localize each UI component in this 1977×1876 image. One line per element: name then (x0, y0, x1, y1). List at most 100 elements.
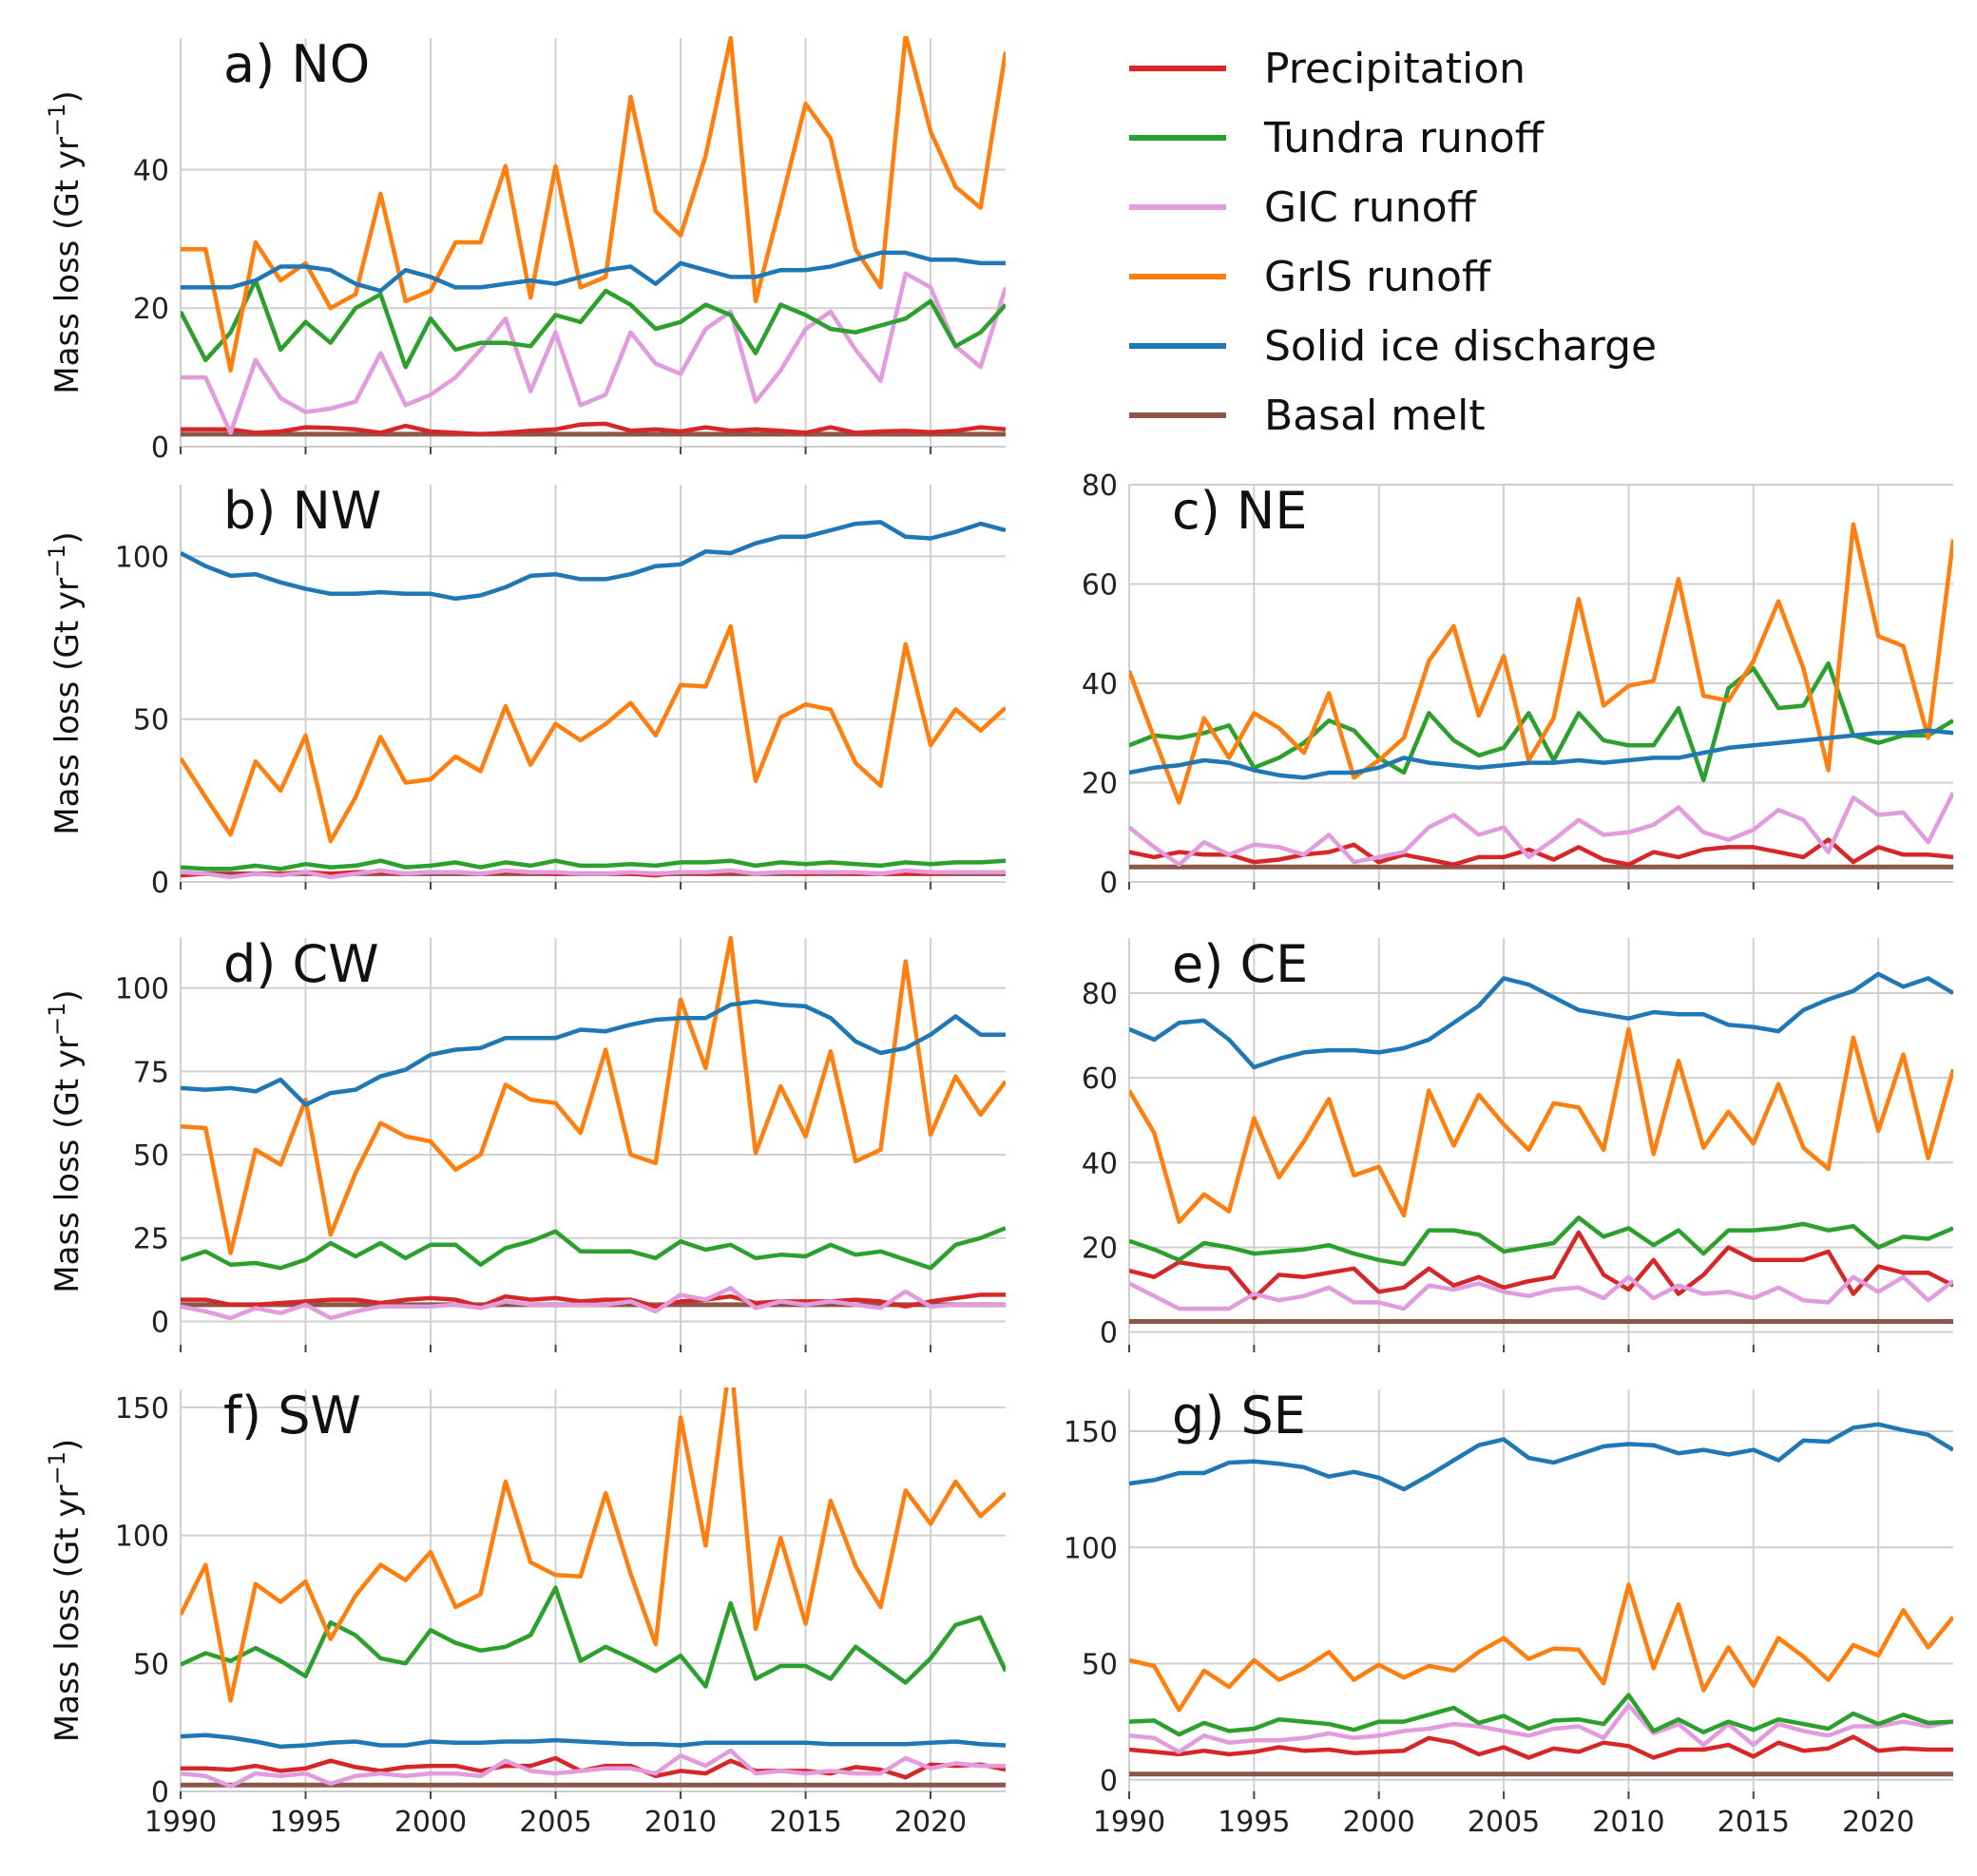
series-lines (181, 936, 1006, 1321)
panel-se: 0 50 100 150 1990 1995 2000 2005 2010 2015 2020 g) … (1064, 1386, 1953, 1839)
y-tick-label: 50 (133, 1139, 169, 1173)
series-gris (181, 36, 1006, 373)
legend-item-basal: Basal melt (1129, 392, 1486, 440)
series-precip (181, 421, 1006, 437)
legend-label: Basal melt (1264, 392, 1486, 440)
x-tick-label: 2010 (1592, 1806, 1664, 1839)
y-tick-label: 50 (1082, 1649, 1118, 1682)
y-tick-label: 20 (1082, 1232, 1118, 1265)
series-gris (181, 1388, 1006, 1703)
series-gic (1129, 1703, 1953, 1754)
y-tick-label: 0 (1100, 1765, 1118, 1798)
y-tick-label: 0 (1100, 867, 1118, 900)
series-precip (1129, 1230, 1953, 1301)
series-gris (1129, 522, 1953, 805)
legend-label: Solid ice discharge (1264, 322, 1657, 371)
grid (1128, 484, 1953, 883)
panel-title: a) NO (223, 34, 370, 94)
series-discharge (181, 1732, 1006, 1750)
y-axis-label: Mass loss (Gt yr−1) (44, 989, 86, 1292)
legend-label: GrIS runoff (1264, 253, 1492, 301)
y-tick-label: 100 (1064, 1532, 1118, 1565)
series-discharge (1129, 1422, 1953, 1492)
legend-item-precip: Precipitation (1129, 45, 1526, 93)
y-tick-label: 75 (133, 1056, 169, 1089)
y-tick-label: 20 (1082, 768, 1118, 801)
series-gris (181, 623, 1006, 844)
series-tundra (181, 1585, 1006, 1689)
panel-ce: 0 20 40 60 80 e) CE (1082, 934, 1953, 1352)
y-axis-label: Mass loss (Gt yr−1) (44, 1439, 86, 1742)
series-discharge (1129, 728, 1953, 780)
y-tick-label: 0 (1100, 1317, 1118, 1350)
y-tick-label: 150 (115, 1392, 169, 1426)
y-tick-label: 25 (133, 1223, 169, 1256)
x-tick-label: 2020 (894, 1806, 967, 1839)
series-lines (181, 36, 1006, 437)
y-tick-label: 100 (115, 541, 169, 574)
x-tick-label: 1995 (269, 1806, 341, 1839)
grid (180, 1389, 1006, 1792)
series-gris (1129, 1026, 1953, 1224)
series-discharge (181, 250, 1006, 294)
series-tundra (1129, 1216, 1953, 1267)
legend-label: Tundra runoff (1263, 114, 1545, 163)
panel-title: f) SW (223, 1386, 361, 1445)
series-precip (1129, 1734, 1953, 1760)
y-tick-label: 80 (1082, 978, 1118, 1011)
y-tick-label: 80 (1082, 469, 1118, 503)
x-tick-label: 2015 (769, 1806, 841, 1839)
legend-item-gic: GIC runoff (1129, 183, 1478, 232)
panel-nw: 0 50 100 b) NW Mass loss (Gt yr−1) (44, 481, 1006, 900)
y-tick-label: 0 (151, 867, 169, 900)
panel-ne: 0 20 40 60 80 c) NE (1082, 469, 1953, 900)
series-tundra (181, 858, 1006, 871)
y-tick-label: 0 (151, 431, 169, 465)
legend-item-discharge: Solid ice discharge (1129, 322, 1657, 371)
series-precip (1129, 837, 1953, 867)
series-gic (181, 1286, 1006, 1321)
series-lines (181, 1388, 1006, 1789)
series-gris (1129, 1582, 1953, 1713)
y-tick-label: 20 (133, 293, 169, 326)
y-axis-label: Mass loss (Gt yr−1) (44, 531, 86, 834)
legend-label: GIC runoff (1264, 183, 1478, 232)
x-tick-label: 2000 (1343, 1806, 1415, 1839)
series-gic (1129, 1274, 1953, 1311)
grid (1128, 1389, 1953, 1791)
y-tick-label: 150 (1064, 1416, 1118, 1449)
panel-title: c) NE (1172, 481, 1307, 541)
series-discharge (181, 999, 1006, 1107)
panel-title: e) CE (1172, 934, 1308, 994)
series-discharge (181, 520, 1006, 602)
y-tick-label: 100 (115, 1521, 169, 1554)
x-tick-label: 1990 (1093, 1806, 1165, 1839)
x-tick-label: 2010 (644, 1806, 717, 1839)
series-precip (181, 1292, 1006, 1309)
panel-title: d) CW (223, 934, 379, 994)
legend-label: Precipitation (1264, 45, 1526, 93)
panel-title: b) NW (223, 481, 381, 541)
series-lines (1129, 522, 1953, 870)
legend-item-tundra: Tundra runoff (1129, 114, 1545, 163)
x-tick-label: 2005 (519, 1806, 591, 1839)
grid (180, 38, 1006, 448)
x-tick-label: 2005 (1468, 1806, 1540, 1839)
series-tundra (1129, 1693, 1953, 1737)
y-tick-label: 50 (133, 1648, 169, 1681)
y-tick-label: 40 (133, 154, 169, 187)
legend-item-gris: GrIS runoff (1129, 253, 1492, 301)
series-discharge (1129, 971, 1953, 1070)
y-tick-label: 0 (151, 1776, 169, 1809)
x-tick-label: 1995 (1218, 1806, 1290, 1839)
y-tick-label: 40 (1082, 668, 1118, 701)
y-tick-label: 0 (151, 1306, 169, 1339)
series-lines (181, 520, 1006, 880)
y-tick-label: 50 (133, 704, 169, 737)
x-tick-label: 2000 (394, 1806, 467, 1839)
panel-title: g) SE (1172, 1386, 1306, 1445)
y-tick-label: 60 (1082, 1062, 1118, 1096)
legend: Precipitation Tundra runoff GIC runoff GrIS… (1129, 45, 1657, 440)
panel-no: 0 20 40 a) NO Mass loss (Gt yr−1) (44, 34, 1006, 465)
